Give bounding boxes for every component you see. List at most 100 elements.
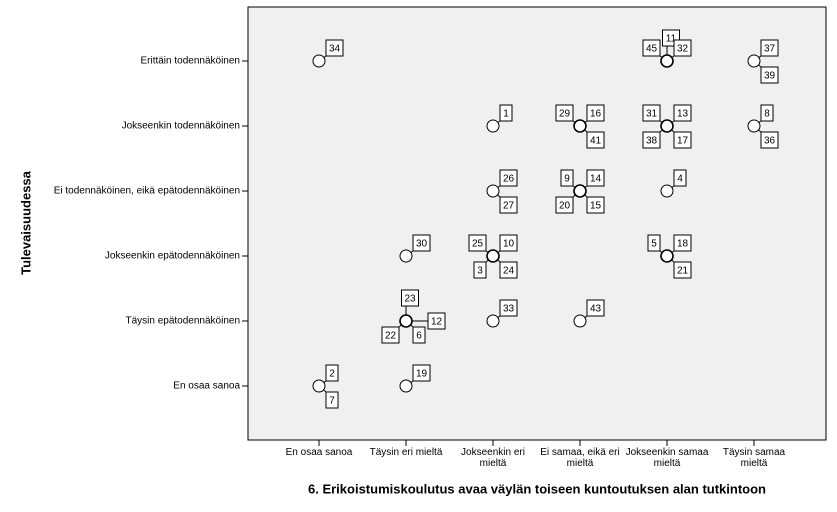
label-box	[760, 39, 779, 57]
point	[486, 249, 500, 263]
point-label: 22	[385, 331, 397, 342]
point-label: 20	[559, 201, 571, 212]
label-box	[325, 39, 344, 57]
point-label: 6	[416, 331, 422, 342]
label-box	[499, 299, 518, 317]
point-label: 27	[503, 201, 515, 212]
label-box	[673, 131, 692, 149]
label-box	[673, 104, 692, 122]
point-label: 32	[677, 44, 689, 55]
label-box	[673, 169, 687, 187]
point-label: 23	[404, 294, 416, 305]
y-tick-label: Täysin epätodennäköinen	[125, 316, 240, 327]
label-box	[499, 196, 518, 214]
point-label: 25	[472, 239, 484, 250]
label-box	[325, 364, 339, 382]
point-label: 33	[503, 304, 515, 315]
x-tick-label: Täysin samaa mieltä	[722, 447, 786, 469]
point	[660, 119, 674, 133]
point-label: 7	[329, 396, 335, 407]
point	[747, 119, 761, 133]
point	[573, 314, 587, 328]
point	[660, 249, 674, 263]
label-box	[325, 391, 339, 409]
label-box	[555, 104, 574, 122]
point-label: 3	[477, 266, 483, 277]
label-box	[473, 261, 487, 279]
point-label: 31	[646, 109, 658, 120]
point-label: 39	[764, 71, 776, 82]
point	[660, 54, 674, 68]
label-box	[673, 39, 692, 57]
point-label: 5	[651, 239, 657, 250]
label-box	[586, 104, 605, 122]
point-label: 43	[590, 304, 602, 315]
label-box	[642, 104, 661, 122]
point	[747, 54, 761, 68]
point	[486, 314, 500, 328]
label-box	[412, 364, 431, 382]
x-tick-label: Ei samaa, eikä eri mieltä	[540, 447, 620, 469]
label-box	[647, 234, 661, 252]
point-label: 13	[677, 109, 689, 120]
y-tick-label: Ei todennäköinen, eikä epätodennäköinen	[54, 186, 240, 197]
point	[312, 379, 326, 393]
label-box	[499, 169, 518, 187]
label-box	[499, 104, 513, 122]
point-label: 34	[329, 44, 341, 55]
label-box	[586, 196, 605, 214]
point-label: 14	[590, 174, 602, 185]
y-tick-label: Jokseenkin todennäköinen	[122, 121, 240, 132]
point-label: 4	[677, 174, 683, 185]
point-label: 10	[503, 239, 515, 250]
point-label: 11	[666, 34, 677, 45]
x-tick-label: Jokseenkin eri mieltä	[461, 447, 525, 469]
point-label: 19	[416, 369, 428, 380]
point-label: 16	[590, 109, 602, 120]
point	[486, 119, 500, 133]
point	[573, 119, 587, 133]
label-box	[586, 131, 605, 149]
label-box	[381, 326, 400, 344]
point	[399, 314, 413, 328]
point	[399, 379, 413, 393]
label-box	[555, 196, 574, 214]
x-axis-title: 6. Erikoistumiskoulutus avaa väylän tois…	[308, 481, 766, 496]
point-label: 1	[503, 109, 509, 120]
plot-area	[247, 6, 827, 441]
point-label: 18	[677, 239, 689, 250]
label-box	[760, 131, 779, 149]
point-label: 21	[677, 266, 689, 277]
point	[573, 184, 587, 198]
label-box	[760, 104, 774, 122]
point-label: 9	[564, 174, 570, 185]
y-tick-label: Jokseenkin epätodennäköinen	[105, 251, 240, 262]
label-box	[586, 299, 605, 317]
y-tick-label: Erittäin todennäköinen	[140, 56, 240, 67]
point	[660, 184, 674, 198]
label-box	[560, 169, 574, 187]
point-label: 37	[764, 44, 776, 55]
point-label: 17	[677, 136, 689, 147]
point-label: 24	[503, 266, 515, 277]
label-box	[427, 312, 446, 330]
x-tick-label: En osaa sanoa	[285, 447, 353, 458]
point-label: 30	[416, 239, 428, 250]
label-box	[412, 234, 431, 252]
label-box	[642, 39, 661, 57]
point-label: 12	[431, 317, 443, 328]
point-label: 2	[329, 369, 335, 380]
label-box	[760, 66, 779, 84]
label-box	[499, 234, 518, 252]
point-label: 45	[646, 44, 658, 55]
point-label: 8	[764, 109, 770, 120]
point	[399, 249, 413, 263]
point-label: 41	[590, 136, 602, 147]
y-tick-label: En osaa sanoa	[173, 381, 240, 392]
label-box	[642, 131, 661, 149]
label-box	[673, 261, 692, 279]
label-box	[673, 234, 692, 252]
label-box	[401, 289, 419, 307]
